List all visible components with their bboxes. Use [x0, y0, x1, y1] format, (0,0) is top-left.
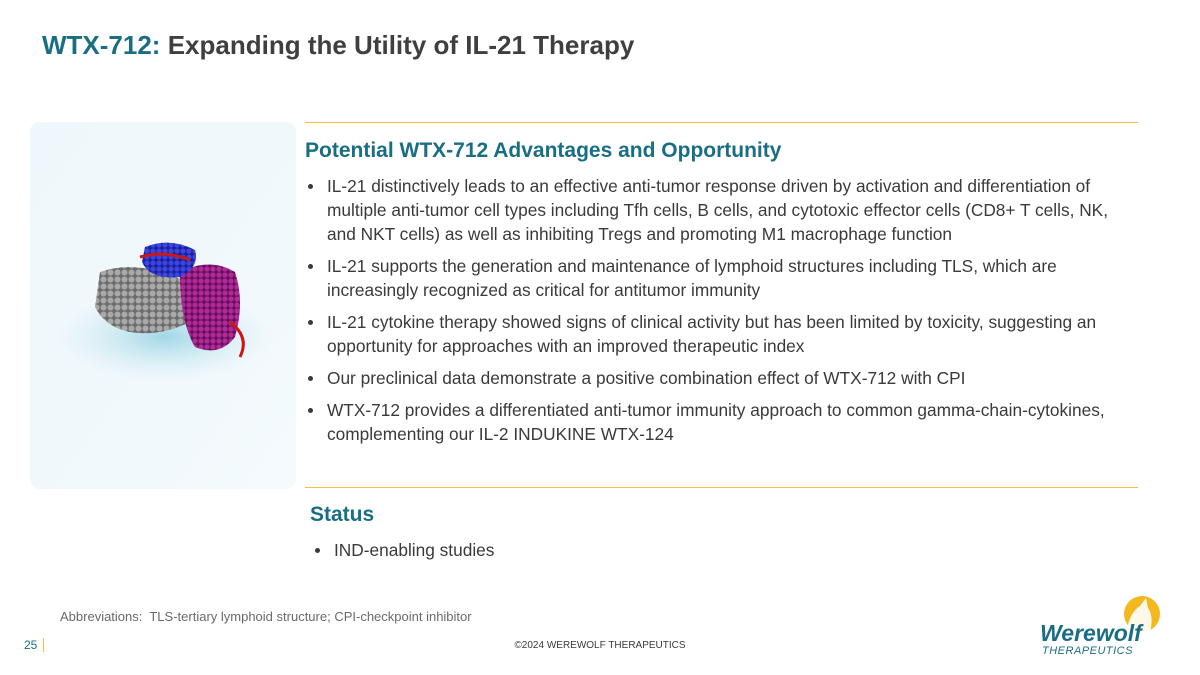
copyright: ©2024 WEREWOLF THERAPEUTICS [514, 640, 686, 651]
bullet-item: Our preclinical data demonstrate a posit… [305, 366, 1115, 390]
bullet-item: IL-21 supports the generation and mainte… [305, 254, 1115, 302]
bullet-list: IL-21 distinctively leads to an effectiv… [305, 174, 1115, 454]
protein-image [30, 122, 296, 489]
bullet-item: IL-21 distinctively leads to an effectiv… [305, 174, 1115, 246]
bullet-text: IL-21 distinctively leads to an effectiv… [327, 176, 1109, 244]
bullet-marker [315, 548, 320, 553]
logo-mark [1124, 596, 1160, 632]
bullet-text: WTX-712 provides a differentiated anti-t… [327, 400, 1105, 444]
bullet-text: Our preclinical data demonstrate a posit… [327, 368, 966, 388]
slide-title: WTX-712: Expanding the Utility of IL-21 … [42, 30, 634, 61]
logo-tagline: THERAPEUTICS [1042, 645, 1133, 657]
logo-name: Werewolf [1040, 620, 1142, 646]
bullet-marker [308, 376, 313, 381]
bullet-text: IL-21 supports the generation and mainte… [327, 256, 1057, 300]
bullet-text: IL-21 cytokine therapy showed signs of c… [327, 312, 1097, 356]
bullet-item: WTX-712 provides a differentiated anti-t… [305, 398, 1115, 446]
bullet-marker [308, 320, 313, 325]
bullet-marker [308, 184, 313, 189]
divider [305, 122, 1138, 123]
divider [305, 487, 1138, 488]
section-heading: Status [310, 503, 375, 526]
bullet-marker [308, 264, 313, 269]
title-prefix: WTX-712: [42, 30, 161, 60]
page-number: 25 [24, 638, 45, 652]
title-text: Expanding the Utility of IL-21 Therapy [167, 30, 635, 60]
bullet-item: IND-enabling studies [312, 538, 912, 562]
bullet-marker [308, 408, 313, 413]
abbreviations: Abbreviations: TLS-tertiary lymphoid str… [60, 609, 472, 624]
bullet-list: IND-enabling studies [312, 538, 912, 570]
section-heading: Potential WTX-712 Advantages and Opportu… [305, 139, 782, 162]
bullet-text: IND-enabling studies [334, 540, 495, 560]
bullet-item: IL-21 cytokine therapy showed signs of c… [305, 310, 1115, 358]
